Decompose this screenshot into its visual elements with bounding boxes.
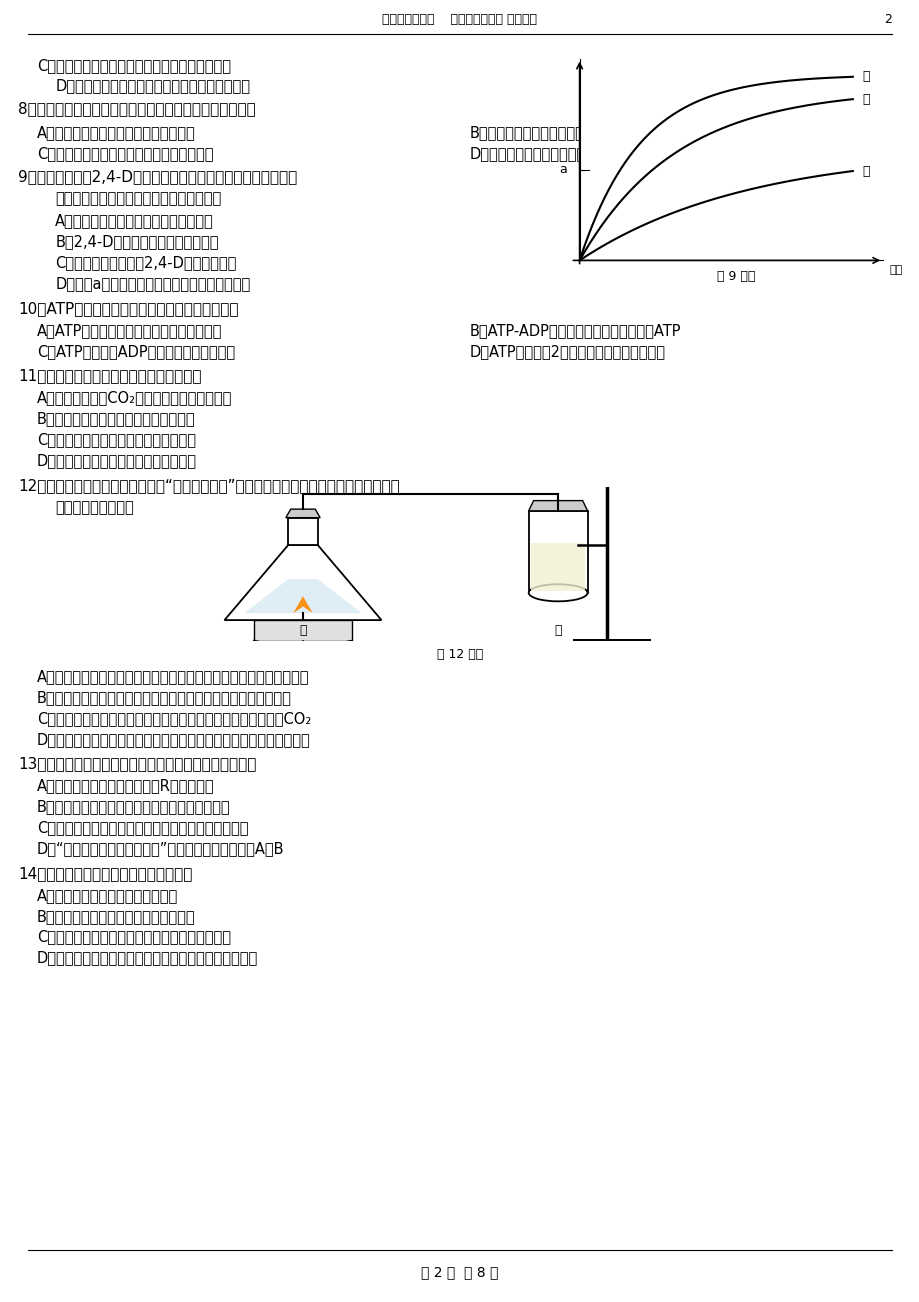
Text: 第 9 题图: 第 9 题图 (716, 270, 754, 283)
Text: B．在甲试管内的混合液表面滴加一薄层液体石膔以制造富氧环境: B．在甲试管内的混合液表面滴加一薄层液体石膔以制造富氧环境 (37, 690, 291, 706)
Text: 12．以酵母菌和葡萄糖为材料进行“乙醇发酵实验”，装置图如下。下列关于该实验过程与结: 12．以酵母菌和葡萄糖为材料进行“乙醇发酵实验”，装置图如下。下列关于该实验过程… (18, 478, 400, 493)
Text: B．血管中的药物需经组织液进入肌细胞: B．血管中的药物需经组织液进入肌细胞 (37, 411, 195, 427)
Text: C．有些物理射线可诱发基因突变，导致细胞癸变: C．有些物理射线可诱发基因突变，导致细胞癸变 (37, 59, 231, 74)
Text: B．2,4-D的浓度是该实验的可变因素: B．2,4-D的浓度是该实验的可变因素 (55, 234, 219, 250)
Text: B．自然选择加速了种群生殖隔离的进程: B．自然选择加速了种群生殖隔离的进程 (37, 909, 195, 924)
Text: B．某些化学物质可使蛋白质的空间结构发生改变: B．某些化学物质可使蛋白质的空间结构发生改变 (37, 799, 230, 815)
Bar (573, 639, 651, 644)
Text: D．内环境的成分中有葡萄糖和无机盐等: D．内环境的成分中有葡萄糖和无机盐等 (37, 453, 197, 469)
Text: 果的叙述，错误的是: 果的叙述，错误的是 (55, 500, 134, 516)
Text: C．肝脏细胞的光面内质网上含氧化酒精的酶: C．肝脏细胞的光面内质网上含氧化酒精的酶 (37, 146, 213, 161)
Text: D．达到a点的生根效果，甲组处理时间比乙组长: D．达到a点的生根效果，甲组处理时间比乙组长 (55, 276, 250, 292)
Text: 乙: 乙 (861, 92, 868, 105)
Text: 丙: 丙 (861, 164, 868, 177)
Polygon shape (528, 500, 587, 510)
Text: 14．下列关于自然选择的叙述，错误的是: 14．下列关于自然选择的叙述，错误的是 (18, 866, 193, 881)
Text: B．高尔基体主要进行蛋白质的分拣和转运: B．高尔基体主要进行蛋白质的分拣和转运 (469, 125, 636, 141)
Ellipse shape (528, 585, 587, 602)
Text: 乙: 乙 (554, 624, 562, 637)
Text: A．将温水化开的酵母菌悬液加入盛有葡萄糖液的甲试管后需振荡混匀: A．将温水化开的酵母菌悬液加入盛有葡萄糖液的甲试管后需振荡混匀 (37, 669, 309, 685)
Text: a: a (559, 163, 567, 176)
Text: 9．某同学进行了2,4-D对插枝生根作用的实验，结果如图所示。: 9．某同学进行了2,4-D对插枝生根作用的实验，结果如图所示。 (18, 169, 298, 185)
Text: 其中丙是蒸馏水处理组。下列叙述正确的是: 其中丙是蒸馏水处理组。下列叙述正确的是 (55, 191, 221, 207)
Text: D．癸变是细胞异常分化的结果，此分化大多可逆: D．癸变是细胞异常分化的结果，此分化大多可逆 (55, 78, 250, 94)
Text: 甲: 甲 (861, 70, 868, 83)
Text: D．自然选择作用于对个体存活和繁殖有影响的变异性状: D．自然选择作用于对个体存活和繁殖有影响的变异性状 (37, 950, 257, 966)
Text: A．由单位膜包被的溶酶体含多种水解酶: A．由单位膜包被的溶酶体含多种水解酶 (37, 125, 196, 141)
Text: 11．下列关于人体内环境的叙述，错误的是: 11．下列关于人体内环境的叙述，错误的是 (18, 368, 201, 384)
Text: 第 2 页  共 8 页: 第 2 页 共 8 页 (421, 1266, 498, 1280)
Text: C．ATP水解形成ADP时释放能量和磷酸基团: C．ATP水解形成ADP时释放能量和磷酸基团 (37, 344, 234, 359)
Bar (528, 510, 587, 592)
Text: D．拔掉装有酵母菌与葡萄糖混合液的甲试管塞子后可闻到酒精的气味: D．拔掉装有酵母菌与葡萄糖混合液的甲试管塞子后可闻到酒精的气味 (37, 732, 311, 747)
Text: 时间: 时间 (889, 266, 902, 276)
Bar (530, 543, 584, 591)
Polygon shape (224, 546, 381, 620)
Text: C．由图中可知甲组的2,4-D浓度高于乙组: C．由图中可知甲组的2,4-D浓度高于乙组 (55, 255, 236, 271)
Text: C．乙试管中澄清的石灿水变浑浊可推知酵母菌细胞呼吸产生了CO₂: C．乙试管中澄清的石灿水变浑浊可推知酵母菌细胞呼吸产生了CO₂ (37, 711, 311, 727)
Text: 第 12 题图: 第 12 题图 (437, 648, 482, 661)
Text: 2: 2 (883, 13, 891, 26)
Text: 8．人体细胞内存在一套复杂的膜系统。下列叙述错误的是: 8．人体细胞内存在一套复杂的膜系统。下列叙述错误的是 (18, 102, 255, 117)
Bar (288, 518, 317, 546)
Text: C．蛋白质控制和决定着细胞及整个生物体的遗传特性: C．蛋白质控制和决定着细胞及整个生物体的遗传特性 (37, 820, 248, 836)
Text: 10．ATP是细胞中的能量通货。下列叙述正确的是: 10．ATP是细胞中的能量通货。下列叙述正确的是 (18, 301, 239, 316)
Polygon shape (286, 509, 320, 518)
Text: A．图中纵坐标的名称只能用根数量表示: A．图中纵坐标的名称只能用根数量表示 (55, 214, 214, 229)
Polygon shape (293, 596, 312, 613)
Text: A．ATP中的能量均来自细胞呼吸释放的能量: A．ATP中的能量均来自细胞呼吸释放的能量 (37, 323, 221, 339)
Text: A．蛋白质分子结构的差异是由R基团的不同: A．蛋白质分子结构的差异是由R基团的不同 (37, 779, 214, 794)
Text: C．自然选择获得的性状都可以通过遗传进行积累: C．自然选择获得的性状都可以通过遗传进行积累 (37, 930, 231, 945)
Text: 嘉兴市第一中学    高三生物备课组 编辑修图: 嘉兴市第一中学 高三生物备课组 编辑修图 (382, 13, 537, 26)
Polygon shape (244, 579, 361, 613)
Text: D．核被膜与质膜的相连可通过线粒体来实现: D．核被膜与质膜的相连可通过线粒体来实现 (469, 146, 646, 161)
Text: 甲: 甲 (299, 624, 306, 637)
Text: D．ATP分子中的2个高能磷酸键不易断裂水解: D．ATP分子中的2个高能磷酸键不易断裂水解 (469, 344, 664, 359)
Text: C．血浆蛋白进入组织液会引起组织肿胀: C．血浆蛋白进入组织液会引起组织肿胀 (37, 432, 196, 448)
Text: 13．蛋白质在生物体内具有重要作用。下列叙述正确的是: 13．蛋白质在生物体内具有重要作用。下列叙述正确的是 (18, 756, 256, 772)
Bar (254, 620, 352, 641)
Text: A．自然选择是生物进化的重要动力: A．自然选择是生物进化的重要动力 (37, 888, 178, 904)
Text: D．“检测生物组织中的蛋白质”需同时加入双缩脪试剂A和B: D．“检测生物组织中的蛋白质”需同时加入双缩脪试剂A和B (37, 841, 284, 857)
Text: A．心肌细胞内的CO₂浓度低于其生活的内环境: A．心肌细胞内的CO₂浓度低于其生活的内环境 (37, 391, 232, 406)
Text: B．ATP-ADP循环使得细胞储存了大量的ATP: B．ATP-ADP循环使得细胞储存了大量的ATP (469, 323, 680, 339)
